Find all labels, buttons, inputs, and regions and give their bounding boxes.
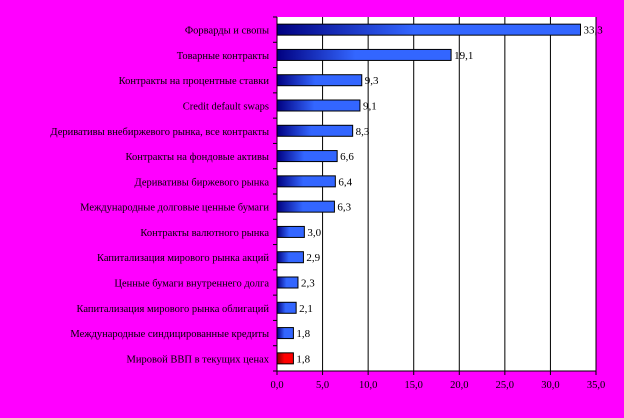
category-label: Капитализация мирового рынка облигаций — [77, 304, 270, 315]
tick-label: 10,0 — [359, 380, 377, 391]
category-label: Credit default swaps — [183, 102, 269, 113]
bar — [276, 74, 363, 87]
tick-label: 20,0 — [450, 380, 468, 391]
data-label: 1,8 — [296, 353, 310, 365]
tick-label: 0,0 — [270, 380, 283, 391]
category-label: Мировой ВВП в текущих ценах — [127, 354, 270, 365]
data-label: 8,3 — [356, 126, 370, 138]
plot-area — [277, 17, 596, 371]
bar — [276, 276, 299, 289]
bar — [276, 200, 335, 213]
axes — [273, 16, 596, 372]
tick-label: 35,0 — [587, 380, 605, 391]
category-label: Контракты валютного рынка — [140, 228, 269, 239]
tick-label: 5,0 — [316, 380, 329, 391]
bar — [276, 124, 354, 137]
tick-label: 25,0 — [496, 380, 514, 391]
bar — [276, 225, 305, 238]
tick-label: 30,0 — [541, 380, 559, 391]
data-label: 2,1 — [299, 303, 313, 315]
data-label: 3,0 — [307, 227, 321, 239]
bar — [276, 175, 336, 188]
category-label: Деривативы внебиржевого рынка, все контр… — [50, 127, 269, 138]
data-label: 6,3 — [337, 202, 351, 214]
bar — [276, 99, 361, 112]
category-label: Товарные контракты — [177, 51, 269, 62]
bar — [276, 251, 304, 264]
category-label: Капитализация мирового рынка акций — [97, 253, 269, 264]
bar — [276, 327, 294, 340]
data-label: 33,3 — [584, 25, 604, 37]
category-label: Деривативы биржевого рынка — [135, 177, 270, 188]
data-label: 6,6 — [340, 151, 354, 163]
category-labels: Форварды и свопы Товарные контракты Контра… — [50, 26, 269, 366]
gridlines — [322, 17, 597, 371]
data-label: 6,4 — [338, 176, 352, 188]
data-label: 2,9 — [306, 252, 320, 264]
data-label: 19,1 — [454, 50, 473, 62]
data-label: 9,3 — [365, 75, 379, 87]
category-label: Международные синдицированные кредиты — [70, 329, 269, 340]
data-label: 9,1 — [363, 101, 377, 113]
data-label: 1,8 — [296, 328, 310, 340]
bar — [276, 301, 297, 314]
category-label: Международные долговые ценные бумаги — [80, 203, 269, 214]
tick-labels: 0,0 5,0 10,0 15,0 20,0 25,0 30,0 35,0 — [270, 371, 605, 391]
data-label: 2,3 — [301, 278, 315, 290]
bar — [276, 352, 294, 365]
bar — [276, 48, 452, 61]
category-label: Контракты на фондовые активы — [125, 152, 269, 163]
bar — [276, 23, 582, 36]
bar — [276, 150, 338, 163]
category-label: Ценные бумаги внутреннего долга — [114, 279, 269, 290]
category-label: Контракты на процентные ставки — [119, 76, 270, 87]
value-labels: 33,3 19,1 9,3 9,1 8,3 6,6 6,4 6,3 3,0 2,9 2,3 2,1 1,… — [296, 25, 603, 366]
tick-label: 15,0 — [405, 380, 423, 391]
category-label: Форварды и свопы — [185, 26, 269, 37]
